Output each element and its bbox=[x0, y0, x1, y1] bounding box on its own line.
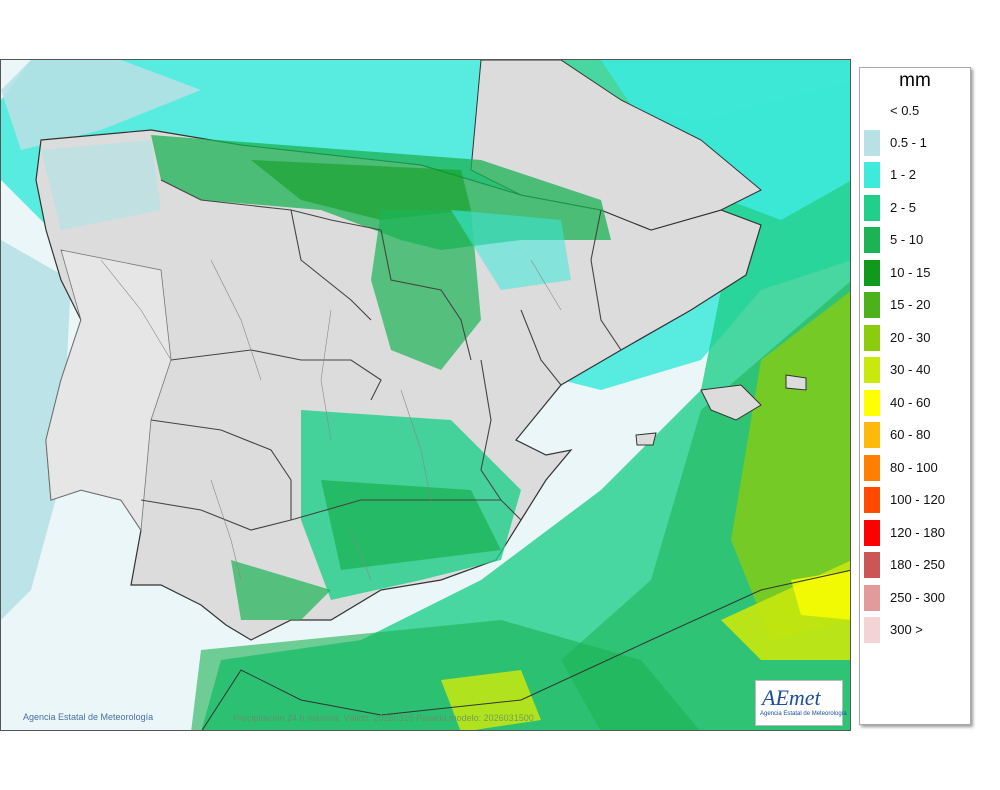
legend-label: 15 - 20 bbox=[890, 297, 931, 312]
legend-swatch bbox=[864, 194, 880, 221]
precipitation-map: Agencia Estatal de Meteorología Precipit… bbox=[0, 59, 851, 731]
legend-item: 60 - 80 bbox=[864, 422, 968, 448]
legend-label: 60 - 80 bbox=[890, 427, 931, 442]
menorca bbox=[785, 374, 807, 391]
legend-label: 5 - 10 bbox=[890, 232, 924, 247]
legend-label: 100 - 120 bbox=[890, 492, 945, 507]
legend-label: 40 - 60 bbox=[890, 394, 931, 410]
legend-label: 120 - 180 bbox=[890, 524, 945, 540]
legend-item: 5 - 10 bbox=[864, 227, 968, 253]
legend-swatch bbox=[864, 97, 880, 123]
legend-item: < 0.5 bbox=[864, 97, 968, 123]
legend-label: 180 - 250 bbox=[890, 557, 945, 572]
legend-item: 10 - 15 bbox=[864, 259, 968, 286]
legend-item: 0.5 - 1 bbox=[864, 129, 968, 156]
legend-item: 30 - 40 bbox=[864, 357, 968, 383]
legend-item: 250 - 300 bbox=[864, 584, 968, 611]
legend-item: 1 - 2 bbox=[864, 162, 968, 188]
map-canvas bbox=[1, 60, 850, 730]
legend-swatch bbox=[864, 292, 880, 318]
ibiza bbox=[635, 432, 657, 446]
legend-unit: mm bbox=[899, 70, 931, 91]
legend: mm < 0.5 0.5 - 1 1 - 2 2 - 5 5 - 10 10 - 15 15… bbox=[859, 67, 971, 725]
legend-swatch bbox=[864, 357, 880, 383]
legend-item: 15 - 20 bbox=[864, 292, 968, 318]
portugal bbox=[45, 249, 172, 532]
logo-subtitle: Agencia Estatal de Meteorología bbox=[760, 711, 847, 717]
aemet-logo: AEmet Agencia Estatal de Meteorología bbox=[755, 680, 847, 726]
legend-label: 1 - 2 bbox=[890, 167, 917, 182]
legend-swatch bbox=[864, 389, 880, 416]
legend-swatch bbox=[864, 519, 880, 546]
legend-swatch bbox=[864, 584, 880, 611]
legend-swatch bbox=[864, 162, 880, 188]
legend-swatch bbox=[864, 259, 880, 286]
legend-item: 80 - 100 bbox=[864, 454, 968, 481]
legend-swatch bbox=[864, 552, 880, 578]
legend-swatch bbox=[864, 487, 880, 513]
legend-label: 80 - 100 bbox=[890, 459, 938, 475]
legend-label: 250 - 300 bbox=[890, 589, 945, 605]
legend-swatch bbox=[864, 617, 880, 643]
legend-swatch bbox=[864, 422, 880, 448]
legend-label: < 0.5 bbox=[890, 103, 920, 118]
legend-item: 2 - 5 bbox=[864, 194, 968, 221]
legend-label: 30 - 40 bbox=[890, 362, 931, 377]
legend-item: 40 - 60 bbox=[864, 389, 968, 416]
legend-label: 20 - 30 bbox=[890, 329, 931, 345]
legend-item: 300 > bbox=[864, 617, 968, 643]
legend-swatch bbox=[864, 129, 880, 156]
mallorca bbox=[700, 384, 762, 421]
credit-text: Agencia Estatal de Meteorología bbox=[23, 712, 154, 722]
legend-item: 20 - 30 bbox=[864, 324, 968, 351]
legend-label: 10 - 15 bbox=[890, 264, 931, 280]
legend-item: 180 - 250 bbox=[864, 552, 968, 578]
legend-item: 120 - 180 bbox=[864, 519, 968, 546]
legend-swatch bbox=[864, 227, 880, 253]
legend-label: 2 - 5 bbox=[890, 199, 917, 215]
map-caption: Precipitación 24 h máxima. Válido: 20260… bbox=[233, 713, 534, 723]
legend-swatch bbox=[864, 324, 880, 351]
logo-wordmark: AEmet bbox=[762, 685, 821, 710]
legend-label: 300 > bbox=[890, 622, 923, 637]
legend-swatch bbox=[864, 454, 880, 481]
legend-label: 0.5 - 1 bbox=[890, 134, 927, 150]
legend-item: 100 - 120 bbox=[864, 487, 968, 513]
